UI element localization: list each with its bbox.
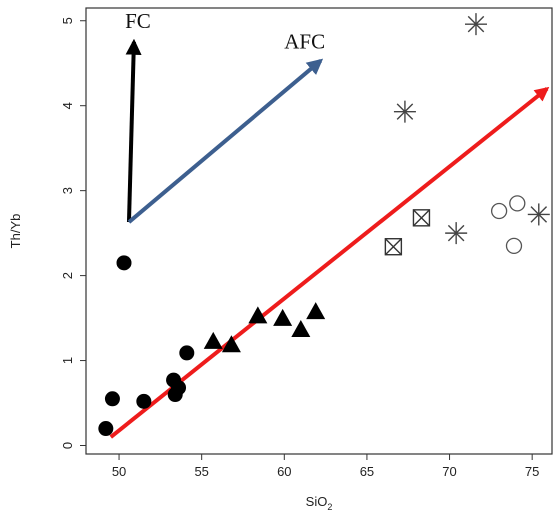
- data-point: [412, 209, 431, 227]
- data-point: [490, 202, 508, 220]
- data-point: [291, 319, 311, 337]
- data-point: [273, 308, 293, 326]
- plot-frame: [85, 7, 553, 455]
- data-point: [384, 238, 403, 256]
- data-point: [464, 13, 487, 36]
- data-point: [393, 100, 416, 123]
- y-tick-label: 2: [60, 272, 75, 279]
- arrow-label: AFC: [284, 30, 325, 54]
- y-tick-label: 4: [60, 102, 75, 109]
- data-point: [306, 302, 326, 320]
- trend-arrow: [125, 38, 142, 223]
- data-point: [104, 391, 120, 407]
- x-tick-label: 60: [277, 464, 291, 479]
- data-point: [527, 203, 550, 226]
- y-tick-label: 3: [60, 187, 75, 194]
- x-tick-label: 65: [360, 464, 374, 479]
- data-point: [445, 222, 468, 245]
- y-tick-label: 1: [60, 357, 75, 364]
- data-point: [509, 195, 526, 212]
- data-point: [136, 393, 152, 409]
- data-point: [203, 331, 223, 349]
- data-point: [505, 237, 523, 255]
- y-tick-label: 5: [60, 17, 75, 24]
- trend-arrow: [109, 86, 550, 439]
- data-point: [98, 421, 114, 437]
- y-tick-label: 0: [60, 442, 75, 449]
- x-tick-label: 70: [442, 464, 456, 479]
- arrows-layer: FC AFC: [109, 9, 550, 439]
- x-axis-title: SiO2: [306, 494, 333, 512]
- x-tick-label: 50: [112, 464, 126, 479]
- x-axis-title-subscript: 2: [327, 502, 332, 512]
- arrow-label: FC: [125, 9, 151, 33]
- x-tick-label: 55: [194, 464, 208, 479]
- points-layer: [98, 13, 550, 437]
- y-axis: 0 1 2 3 4 5: [60, 17, 86, 449]
- y-axis-title: Th/Yb: [8, 214, 23, 249]
- trend-arrow: [127, 58, 324, 224]
- data-point: [116, 255, 132, 271]
- data-point: [248, 306, 268, 324]
- data-point: [221, 335, 241, 353]
- data-point: [179, 345, 195, 361]
- x-tick-label: 75: [525, 464, 539, 479]
- x-axis: 50 55 60 65 70 75: [112, 454, 539, 479]
- data-point: [171, 380, 187, 396]
